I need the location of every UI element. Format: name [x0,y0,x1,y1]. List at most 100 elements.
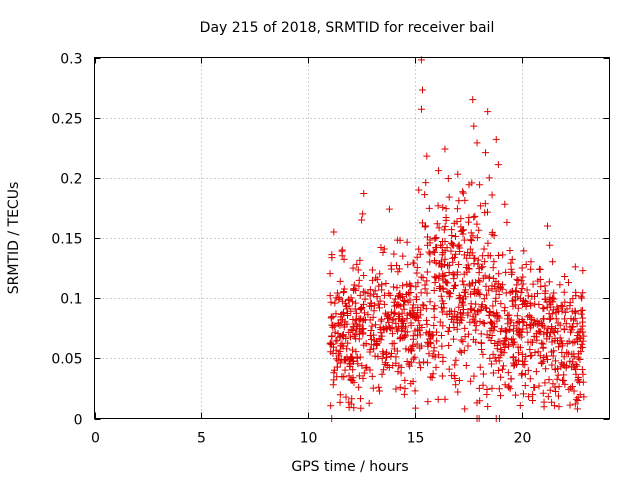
scatter-point [444,327,452,335]
scatter-point [356,395,364,403]
scatter-point [461,286,469,294]
scatter-point [522,260,530,268]
scatter-point [459,226,467,234]
scatter-point [427,332,435,340]
scatter-point [537,283,545,291]
scatter-point [366,286,374,294]
scatter-point [367,326,375,334]
scatter-point [441,255,449,263]
scatter-point [430,305,438,313]
scatter-point [545,278,553,286]
scatter-point [435,224,443,232]
scatter-point [367,299,375,307]
scatter-point [326,270,334,278]
scatter-point [423,268,431,276]
scatter-point [551,357,559,365]
scatter-point [500,349,508,357]
scatter-point [368,322,376,330]
scatter-point [574,397,582,405]
scatter-point [522,302,530,310]
scatter-point [409,304,417,312]
scatter-point [376,297,384,305]
scatter-point [477,202,485,210]
scatter-point [580,332,588,340]
scatter-point [425,248,433,256]
scatter-point [415,186,423,194]
scatter-point [370,307,378,315]
scatter-point [441,222,449,230]
scatter-point [361,295,369,303]
scatter-point [327,339,335,347]
scatter-point [520,390,528,398]
scatter-point [473,139,481,147]
scatter-point [507,265,515,273]
scatter-point [327,402,335,410]
scatter-point [377,317,385,325]
scatter-point [489,350,497,358]
scatter-point [489,264,497,272]
scatter-point [492,287,500,295]
scatter-point [426,236,434,244]
scatter-point [385,318,393,326]
scatter-point [524,338,532,346]
scatter-point [498,365,506,373]
scatter-point [410,259,418,267]
scatter-point [397,369,405,377]
scatter-point [366,332,374,340]
scatter-point [560,353,568,361]
scatter-point [460,306,468,314]
y-tick-label: 0.1 [60,292,82,308]
scatter-point [454,170,462,178]
scatter-point [452,233,460,241]
scatter-point [375,282,383,290]
scatter-point [446,307,454,315]
scatter-point [504,311,512,319]
scatter-point [479,319,487,327]
scatter-point [405,289,413,297]
scatter-point [561,315,569,323]
scatter-point [539,344,547,352]
scatter-point [511,301,519,309]
scatter-point [426,258,434,266]
scatter-point [501,200,509,208]
scatter-point [423,289,431,297]
scatter-point [462,264,470,272]
scatter-point [526,375,534,383]
scatter-point [539,389,547,397]
scatter-point [505,382,513,390]
scatter-point [359,288,367,296]
scatter-point [525,393,533,401]
scatter-point [540,323,548,331]
scatter-point [368,266,376,274]
scatter-point [464,311,472,319]
scatter-point [480,320,488,328]
scatter-point [552,324,560,332]
scatter-point [410,312,418,320]
scatter-point [387,324,395,332]
scatter-point [423,320,431,328]
scatter-point [524,292,532,300]
scatter-point [455,376,463,384]
scatter-point [501,334,509,342]
scatter-point [518,357,526,365]
scatter-point [571,263,579,271]
scatter-point [362,364,370,372]
scatter-point [390,283,398,291]
scatter-point [371,287,379,295]
scatter-point [423,316,431,324]
scatter-point [502,268,510,276]
scatter-point [388,316,396,324]
scatter-point [450,241,458,249]
scatter-point [348,377,356,385]
scatter-point [566,323,574,331]
scatter-point [453,205,461,213]
scatter-point [361,288,369,296]
scatter-point [370,336,378,344]
scatter-point [434,202,442,210]
scatter-point [393,347,401,355]
scatter-point [577,325,585,333]
scatter-point [455,303,463,311]
scatter-point [574,329,582,337]
scatter-point [519,273,527,281]
scatter-point [476,181,484,189]
